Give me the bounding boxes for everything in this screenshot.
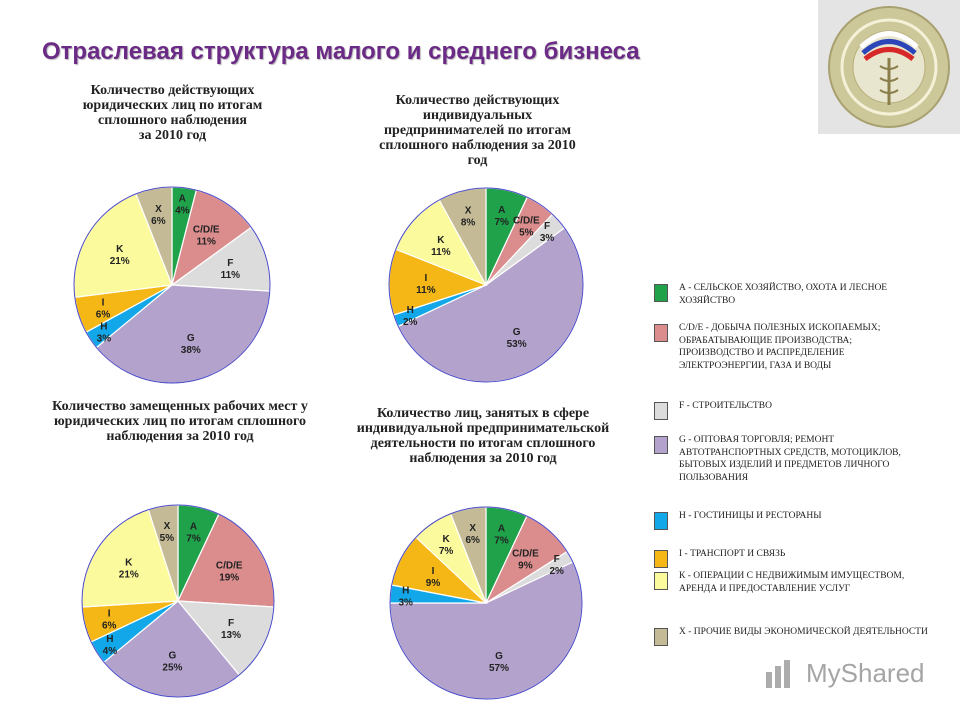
legend-text: I - ТРАНСПОРТ И СВЯЗЬ — [679, 549, 786, 559]
legend-swatch — [654, 402, 668, 420]
slice-label: A — [498, 205, 505, 216]
slice-value-label: 57% — [489, 663, 509, 674]
slice-value-label: 11% — [221, 270, 241, 281]
slice-label: K — [437, 235, 445, 246]
legend-swatch — [654, 550, 668, 568]
slice-label: F — [227, 258, 233, 269]
slice-value-label: 8% — [461, 218, 476, 229]
slice-value-label: 3% — [540, 233, 555, 244]
chart-title: Количество действующих индивидуальных пр… — [379, 93, 576, 168]
slice-value-label: 7% — [439, 546, 454, 557]
slice-value-label: 2% — [549, 566, 564, 577]
slice-value-label: 3% — [398, 597, 413, 608]
slice-value-label: 9% — [426, 578, 441, 589]
slice-value-label: 21% — [119, 570, 139, 581]
slice-label: I — [425, 273, 428, 284]
myshared-logo-icon — [766, 660, 790, 688]
slice-value-label: 21% — [110, 256, 130, 267]
slice-label: C/D/E — [216, 561, 243, 572]
slice-value-label: 25% — [162, 662, 182, 673]
slice-label: C/D/E — [512, 548, 539, 559]
legend-swatch — [654, 284, 668, 302]
slice-label: X — [469, 523, 476, 534]
slice-label: H — [402, 585, 409, 596]
slice-label: F — [554, 554, 560, 565]
slice-value-label: 6% — [96, 309, 111, 320]
slice-label: A — [179, 193, 186, 204]
slice-value-label: 6% — [465, 535, 480, 546]
slice-value-label: 2% — [403, 317, 418, 328]
legend-text: F - СТРОИТЕЛЬСТВО — [679, 401, 772, 411]
chart-title: Количество лиц, занятых в сфере индивиду… — [356, 406, 610, 466]
slice-value-label: 6% — [151, 216, 166, 227]
slice-label: H — [407, 305, 414, 316]
slice-value-label: 9% — [518, 560, 533, 571]
emblem-seal-icon — [828, 6, 950, 128]
slice-label: X — [164, 521, 171, 532]
slice-value-label: 5% — [519, 228, 534, 239]
slice-label: H — [100, 321, 107, 332]
slice-value-label: 11% — [416, 285, 436, 296]
slice-label: G — [513, 327, 521, 338]
legend-text: К - ОПЕРАЦИИ С НЕДВИЖИМЫМ ИМУЩЕСТВОМ, АР… — [679, 571, 905, 594]
slice-value-label: 3% — [97, 333, 112, 344]
legend-swatch — [654, 628, 668, 646]
slice-label: H — [106, 634, 113, 645]
slice-label: C/D/E — [193, 225, 220, 236]
slice-label: F — [544, 221, 550, 232]
legend-text: C/D/E - ДОБЫЧА ПОЛЕЗНЫХ ИСКОПАЕМЫХ; ОБРА… — [679, 323, 881, 371]
legend-swatch — [654, 572, 668, 590]
watermark: MyShared — [762, 658, 932, 692]
watermark-text: MyShared — [806, 658, 925, 688]
slice-label: G — [495, 651, 503, 662]
legend-text: Х - ПРОЧИЕ ВИДЫ ЭКОНОМИЧЕСКОЙ ДЕЯТЕЛЬНОС… — [679, 627, 928, 637]
slice-value-label: 19% — [219, 573, 239, 584]
slice-label: K — [442, 534, 450, 545]
slice-value-label: 11% — [196, 237, 216, 248]
slice-value-label: 7% — [494, 536, 509, 547]
slice-value-label: 4% — [103, 646, 118, 657]
slice-label: K — [116, 244, 124, 255]
legend-swatch — [654, 512, 668, 530]
legend-text: Н - ГОСТИНИЦЫ И РЕСТОРАНЫ — [679, 511, 822, 521]
slice-value-label: 13% — [221, 630, 241, 641]
slice-label: X — [155, 204, 162, 215]
slice-label: A — [498, 524, 505, 535]
emblem — [818, 0, 960, 134]
legend-swatch — [654, 324, 668, 342]
legend-text: G - ОПТОВАЯ ТОРГОВЛЯ; РЕМОНТ АВТОТРАНСПО… — [679, 435, 901, 483]
slice-label: A — [190, 522, 197, 533]
slice-value-label: 38% — [181, 345, 201, 356]
slice-label: I — [102, 297, 105, 308]
slice-label: G — [187, 333, 195, 344]
legend-swatch — [654, 436, 668, 454]
slice-value-label: 7% — [186, 534, 201, 545]
legend-text: А - СЕЛЬСКОЕ ХОЗЯЙСТВО, ОХОТА И ЛЕСНОЕ Х… — [679, 283, 888, 306]
slice-value-label: 7% — [494, 217, 509, 228]
slice-value-label: 11% — [431, 247, 451, 258]
slice-label: I — [108, 609, 111, 620]
slice-label: X — [465, 206, 472, 217]
slice-label: F — [228, 618, 234, 629]
page-title: Отраслевая структура малого и среднего б… — [42, 38, 640, 65]
chart-title: Количество действующих юридических лиц п… — [82, 83, 263, 143]
slice-value-label: 5% — [160, 533, 175, 544]
slice-value-label: 53% — [507, 339, 527, 350]
slice-label: K — [125, 558, 133, 569]
slice-value-label: 6% — [102, 621, 117, 632]
slice-label: I — [432, 566, 435, 577]
chart-title: Количество замещенных рабочих мест у юри… — [52, 399, 308, 444]
slice-label: G — [169, 650, 177, 661]
slice-value-label: 4% — [175, 205, 190, 216]
slice-label: C/D/E — [513, 216, 540, 227]
